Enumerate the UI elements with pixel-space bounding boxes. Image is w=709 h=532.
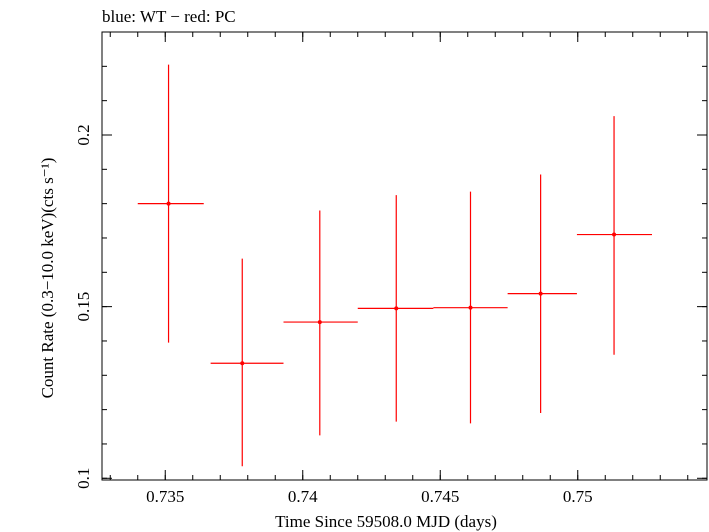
x-tick-label: 0.735 (146, 487, 184, 506)
y-axis-label: Count Rate (0.3−10.0 keV)(cts s⁻¹) (38, 158, 57, 399)
x-tick-label: 0.745 (421, 487, 459, 506)
x-tick-label: 0.75 (563, 487, 593, 506)
data-point (507, 174, 577, 414)
data-point (433, 191, 508, 424)
data-marks (137, 64, 652, 467)
point-marker (240, 361, 245, 366)
point-marker (468, 305, 473, 310)
y-tick-label: 0.1 (74, 468, 93, 489)
point-marker (317, 320, 322, 325)
data-point (357, 195, 434, 422)
x-tick-label: 0.74 (288, 487, 318, 506)
data-point (210, 258, 284, 467)
data-point (137, 64, 204, 343)
axes: 0.735 0.74 0.745 0.75 0.1 0.15 0.2 (74, 31, 707, 506)
plot-frame (101, 31, 708, 481)
chart-title: blue: WT − red: PC (102, 7, 236, 26)
data-point (283, 210, 358, 436)
y-tick-label: 0.15 (74, 292, 93, 322)
data-point (576, 116, 652, 355)
y-tick-label: 0.2 (74, 124, 93, 145)
point-marker (394, 306, 399, 311)
point-marker (612, 232, 617, 237)
x-axis-label: Time Since 59508.0 MJD (days) (275, 512, 497, 531)
point-marker (538, 291, 543, 296)
point-marker (166, 201, 171, 206)
